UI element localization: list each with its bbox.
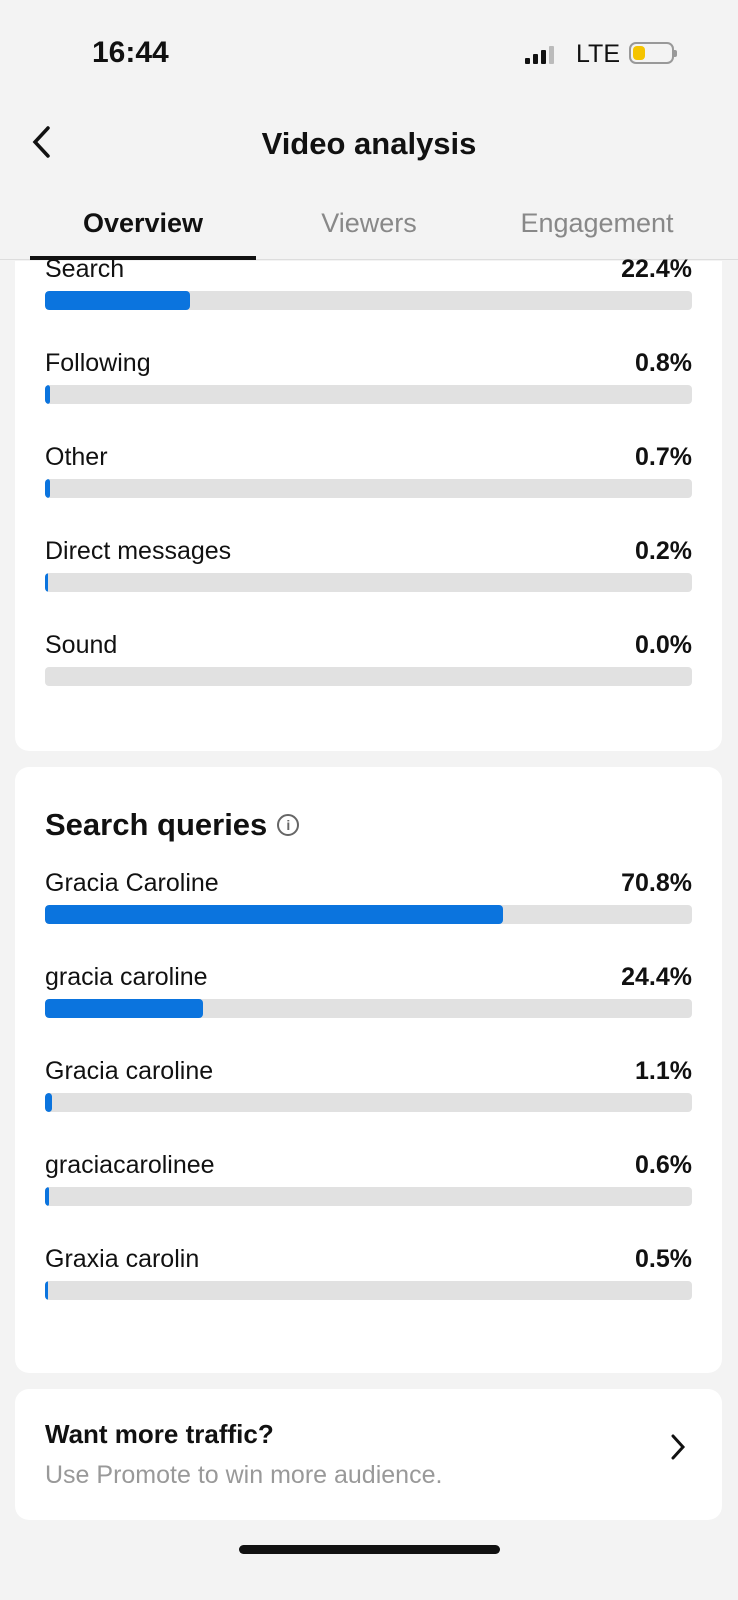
progress-fill xyxy=(45,385,51,404)
progress-fill xyxy=(45,905,504,924)
progress-fill xyxy=(45,1093,53,1112)
progress-fill xyxy=(45,291,190,310)
promo-subtitle: Use Promote to win more audience. xyxy=(45,1461,443,1489)
progress-bar xyxy=(45,1187,692,1206)
item-label: Other xyxy=(45,443,108,471)
item-label: Direct messages xyxy=(45,537,232,565)
nav-header: Video analysis xyxy=(0,120,738,166)
item-value: 0.6% xyxy=(635,1151,692,1179)
progress-fill xyxy=(45,999,203,1018)
home-indicator[interactable] xyxy=(239,1545,500,1554)
traffic-source-card: Search 22.4% Following 0.8% Other 0.7% Direct … xyxy=(15,255,722,751)
item-label: gracia caroline xyxy=(45,963,208,991)
status-bar: 16:44 LTE xyxy=(0,36,738,76)
list-item: gracia caroline 24.4% xyxy=(45,963,692,1057)
section-title: Search queries xyxy=(45,807,268,842)
list-item: Search 22.4% xyxy=(45,255,692,349)
tab-overview[interactable]: Overview xyxy=(30,198,256,260)
item-label: Sound xyxy=(45,631,118,659)
list-item: Direct messages 0.2% xyxy=(45,537,692,631)
item-value: 0.5% xyxy=(635,1245,692,1273)
promote-banner[interactable]: Want more traffic? Use Promote to win mo… xyxy=(15,1389,722,1520)
progress-bar xyxy=(45,479,692,498)
list-item: Gracia Caroline 70.8% xyxy=(45,869,692,963)
progress-fill xyxy=(45,573,48,592)
item-label: Following xyxy=(45,349,151,377)
item-label: graciacarolinee xyxy=(45,1151,215,1179)
network-type: LTE xyxy=(576,40,620,68)
chevron-right-icon xyxy=(671,1434,686,1460)
progress-bar xyxy=(45,667,692,686)
search-queries-card: Search queries i Gracia Caroline 70.8% grac… xyxy=(15,767,722,1373)
tab-engagement[interactable]: Engagement xyxy=(520,208,674,238)
list-item: Sound 0.0% xyxy=(45,631,692,725)
item-value: 22.4% xyxy=(621,255,692,283)
item-value: 0.0% xyxy=(635,631,692,659)
promo-title: Want more traffic? xyxy=(45,1419,274,1449)
progress-bar xyxy=(45,999,692,1018)
progress-bar xyxy=(45,1281,692,1300)
item-value: 0.2% xyxy=(635,537,692,565)
signal-icon xyxy=(525,46,554,64)
progress-bar xyxy=(45,385,692,404)
item-label: Gracia Caroline xyxy=(45,869,219,897)
battery-icon xyxy=(629,42,677,64)
item-value: 1.1% xyxy=(635,1057,692,1085)
progress-bar xyxy=(45,573,692,592)
item-value: 0.7% xyxy=(635,443,692,471)
list-item: Other 0.7% xyxy=(45,443,692,537)
progress-fill xyxy=(45,1281,49,1300)
list-item: Following 0.8% xyxy=(45,349,692,443)
progress-fill xyxy=(45,1187,49,1206)
page-title: Video analysis xyxy=(261,126,477,161)
item-value: 24.4% xyxy=(621,963,692,991)
item-label: Gracia caroline xyxy=(45,1057,214,1085)
clock: 16:44 xyxy=(92,36,169,69)
item-value: 70.8% xyxy=(621,869,692,897)
item-value: 0.8% xyxy=(635,349,692,377)
list-item: Graxia carolin 0.5% xyxy=(45,1245,692,1339)
item-label: Graxia carolin xyxy=(45,1245,200,1273)
progress-bar xyxy=(45,905,692,924)
chevron-left-icon xyxy=(32,126,50,158)
tab-viewers[interactable]: Viewers xyxy=(321,208,417,238)
tab-bar: Overview Viewers Engagement xyxy=(0,198,738,260)
list-item: graciacarolinee 0.6% xyxy=(45,1151,692,1245)
item-label: Search xyxy=(45,255,125,283)
info-icon[interactable]: i xyxy=(277,814,300,836)
progress-fill xyxy=(45,479,50,498)
back-button[interactable] xyxy=(30,124,52,169)
progress-bar xyxy=(45,1093,692,1112)
list-item: Gracia caroline 1.1% xyxy=(45,1057,692,1151)
progress-bar xyxy=(45,291,692,310)
